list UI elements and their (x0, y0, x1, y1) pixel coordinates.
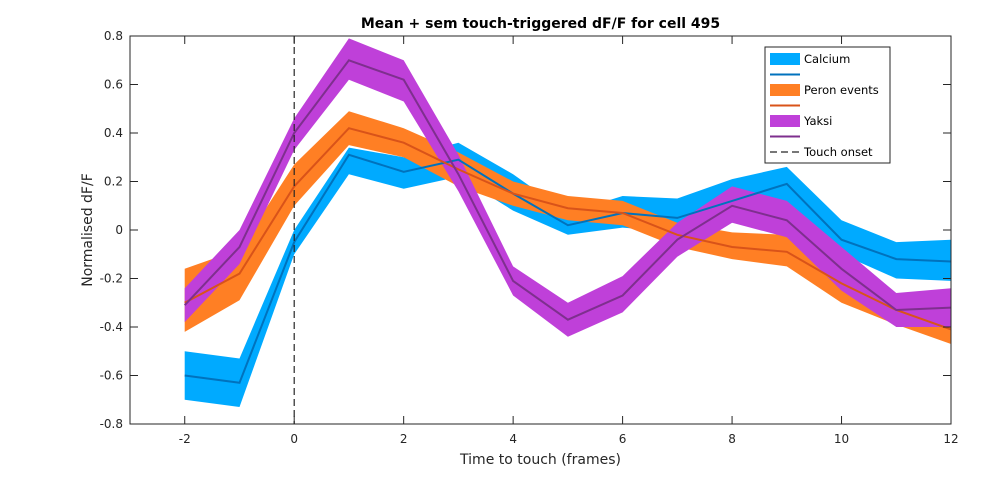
peron-events-legend-label: Peron events (804, 83, 879, 97)
x-axis-label: Time to touch (frames) (459, 452, 621, 468)
yaksi-sem-band (184, 38, 951, 337)
calcium-legend-label: Calcium (804, 52, 850, 66)
y-tick-label: -0.4 (100, 320, 123, 334)
y-tick-label: -0.6 (100, 369, 123, 383)
y-tick-label: 0 (115, 223, 123, 237)
yaksi-legend-label: Yaksi (803, 114, 832, 128)
y-tick-label: 0.2 (104, 175, 123, 189)
mean-lines (183, 59, 952, 384)
peron-events-legend-swatch (770, 84, 800, 96)
error-bands (184, 38, 951, 407)
x-tick-label: 6 (619, 432, 627, 446)
y-tick-label: -0.2 (100, 272, 123, 286)
x-tick-label: 12 (943, 432, 958, 446)
peron-events-mean-line (184, 127, 952, 331)
touch-onset-legend-label: Touch onset (803, 145, 873, 159)
y-axis-label: Normalised dF/F (80, 173, 96, 287)
x-tick-label: 2 (400, 432, 408, 446)
y-axis-ticks: -0.8 -0.6 -0.4 -0.2 0 0.2 0.4 0.6 0.8 (100, 29, 951, 431)
x-tick-label: 8 (728, 432, 736, 446)
x-tick-label: 0 (290, 432, 298, 446)
x-tick-label: 10 (834, 432, 849, 446)
calcium-legend-swatch (770, 53, 800, 65)
y-tick-label: 0.6 (104, 78, 123, 92)
x-axis-ticks: -2 0 2 4 6 8 10 12 (179, 36, 959, 446)
yaksi-legend-swatch (770, 115, 800, 127)
chart-title: Mean + sem touch-triggered dF/F for cell… (361, 16, 720, 32)
calcium-mean-line (184, 153, 952, 384)
x-tick-label: 4 (509, 432, 517, 446)
yaksi-mean-line (183, 59, 952, 321)
y-tick-label: 0.4 (104, 126, 123, 140)
x-tick-label: -2 (179, 432, 191, 446)
y-tick-label: 0.8 (104, 29, 123, 43)
y-tick-label: -0.8 (100, 417, 123, 431)
legend: Calcium Peron events Yaksi Touch onset (764, 46, 891, 164)
